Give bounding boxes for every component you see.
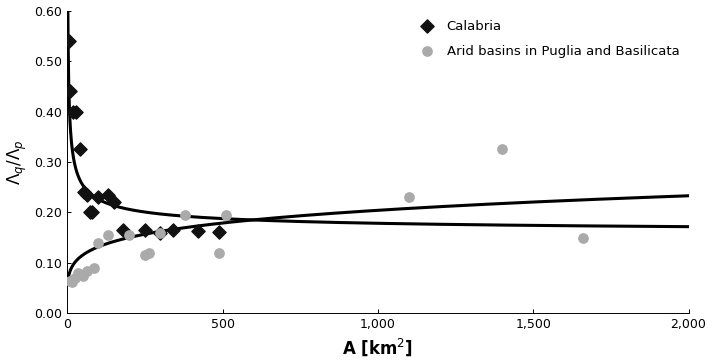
Arid basins in Puglia and Basilicata	[69, 275, 80, 281]
Calabria	[102, 192, 113, 198]
Arid basins in Puglia and Basilicata	[102, 232, 113, 238]
X-axis label: A [km$^2$]: A [km$^2$]	[342, 337, 413, 359]
Arid basins in Puglia and Basilicata	[82, 268, 93, 273]
Calabria	[70, 108, 82, 114]
Calabria	[155, 230, 166, 236]
Calabria	[74, 146, 85, 152]
Arid basins in Puglia and Basilicata	[155, 230, 166, 236]
Calabria	[139, 227, 150, 233]
Calabria	[93, 194, 104, 200]
Calabria	[214, 229, 225, 234]
Calabria	[65, 88, 76, 94]
Y-axis label: $\Lambda_q/\Lambda_p$: $\Lambda_q/\Lambda_p$	[6, 139, 28, 185]
Arid basins in Puglia and Basilicata	[496, 146, 508, 152]
Arid basins in Puglia and Basilicata	[73, 270, 84, 276]
Calabria	[167, 227, 179, 233]
Calabria	[192, 228, 204, 234]
Arid basins in Puglia and Basilicata	[64, 278, 75, 284]
Calabria	[82, 192, 93, 198]
Arid basins in Puglia and Basilicata	[93, 240, 104, 246]
Arid basins in Puglia and Basilicata	[144, 250, 155, 256]
Arid basins in Puglia and Basilicata	[124, 232, 135, 238]
Calabria	[78, 189, 90, 195]
Arid basins in Puglia and Basilicata	[66, 279, 78, 285]
Arid basins in Puglia and Basilicata	[179, 212, 191, 218]
Calabria	[63, 38, 75, 44]
Arid basins in Puglia and Basilicata	[577, 235, 589, 241]
Calabria	[85, 210, 96, 215]
Calabria	[86, 210, 98, 215]
Arid basins in Puglia and Basilicata	[139, 253, 150, 258]
Legend: Calabria, Arid basins in Puglia and Basilicata: Calabria, Arid basins in Puglia and Basi…	[408, 15, 684, 63]
Arid basins in Puglia and Basilicata	[77, 273, 88, 278]
Arid basins in Puglia and Basilicata	[88, 265, 99, 271]
Arid basins in Puglia and Basilicata	[403, 194, 414, 200]
Arid basins in Puglia and Basilicata	[214, 250, 225, 256]
Calabria	[117, 227, 129, 233]
Calabria	[108, 199, 120, 205]
Calabria	[68, 108, 79, 114]
Arid basins in Puglia and Basilicata	[220, 212, 231, 218]
